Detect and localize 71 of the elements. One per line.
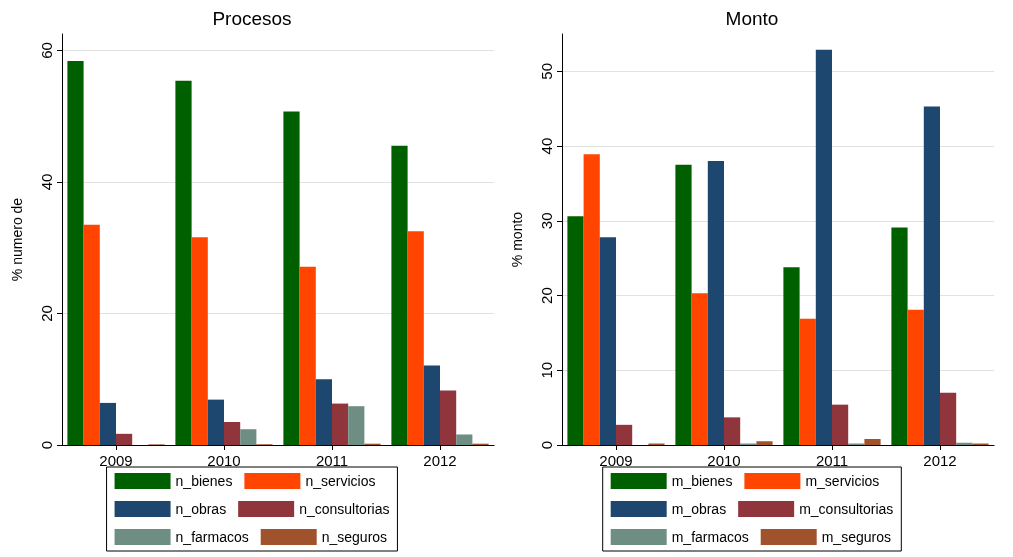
legend-label: m_servicios <box>805 473 880 489</box>
bar <box>191 237 208 445</box>
bar <box>332 403 349 445</box>
x-tick-label: 2012 <box>423 452 457 469</box>
bar <box>116 433 133 445</box>
bar <box>315 379 332 445</box>
bar <box>691 293 708 445</box>
x-tick-label: 2010 <box>207 452 241 469</box>
y-tick-label: 20 <box>538 287 555 304</box>
bar <box>207 399 224 445</box>
bar <box>299 266 316 445</box>
y-axis-title: % numero de <box>9 197 25 282</box>
legend-label: m_obras <box>671 501 727 517</box>
bar <box>923 106 940 445</box>
x-tick-label: 2011 <box>315 452 349 469</box>
bar <box>815 49 832 445</box>
y-tick-label: 0 <box>538 440 555 450</box>
bar <box>567 216 584 445</box>
y-tick-label: 60 <box>38 42 55 59</box>
legend-label: m_seguros <box>821 529 891 545</box>
bar <box>583 154 600 445</box>
bar <box>599 237 616 445</box>
legend-label: n_obras <box>175 501 227 517</box>
x-tick-label: 2010 <box>707 452 741 469</box>
bar <box>175 80 192 445</box>
y-tick-label: 40 <box>38 173 55 191</box>
bar <box>240 429 257 445</box>
y-tick-label: 50 <box>538 63 555 80</box>
bar <box>675 164 692 445</box>
bar <box>756 441 773 445</box>
bar <box>783 267 800 445</box>
bar <box>83 224 100 445</box>
bar <box>283 111 300 445</box>
bar <box>391 145 408 445</box>
bar <box>864 439 881 445</box>
y-tick-label: 30 <box>538 212 555 230</box>
bar <box>456 434 473 445</box>
bar <box>348 406 365 445</box>
bar <box>423 365 440 445</box>
chart-title: Procesos <box>212 8 292 29</box>
legend-label: m_consultorias <box>799 501 894 517</box>
bar <box>67 60 84 445</box>
legend-label: m_farmacos <box>671 529 749 545</box>
y-tick-label: 40 <box>538 137 555 155</box>
bar <box>224 421 241 445</box>
bar <box>99 402 116 445</box>
bar <box>707 161 724 445</box>
bar <box>616 424 633 445</box>
legend-label: m_bienes <box>671 473 733 489</box>
x-tick-label: 2009 <box>599 452 633 469</box>
bar <box>799 318 816 445</box>
y-tick-label: 10 <box>538 361 555 379</box>
bar <box>724 417 741 445</box>
x-tick-label: 2009 <box>99 452 133 469</box>
bar <box>832 404 849 445</box>
legend-label: n_seguros <box>321 529 388 545</box>
chart-title: Monto <box>725 8 779 29</box>
y-tick-label: 0 <box>38 440 55 450</box>
bar <box>907 309 924 445</box>
legend-label: n_farmacos <box>175 529 249 545</box>
bar <box>940 392 957 445</box>
bar <box>891 227 908 445</box>
legend-label: n_consultorias <box>299 501 390 517</box>
legend-label: n_servicios <box>305 473 376 489</box>
x-tick-label: 2011 <box>815 452 849 469</box>
x-tick-label: 2012 <box>923 452 957 469</box>
y-axis-title: % monto <box>509 211 525 268</box>
y-tick-label: 20 <box>38 305 55 322</box>
bar <box>440 390 457 445</box>
legend-label: n_bienes <box>175 473 233 489</box>
bar <box>407 231 424 445</box>
